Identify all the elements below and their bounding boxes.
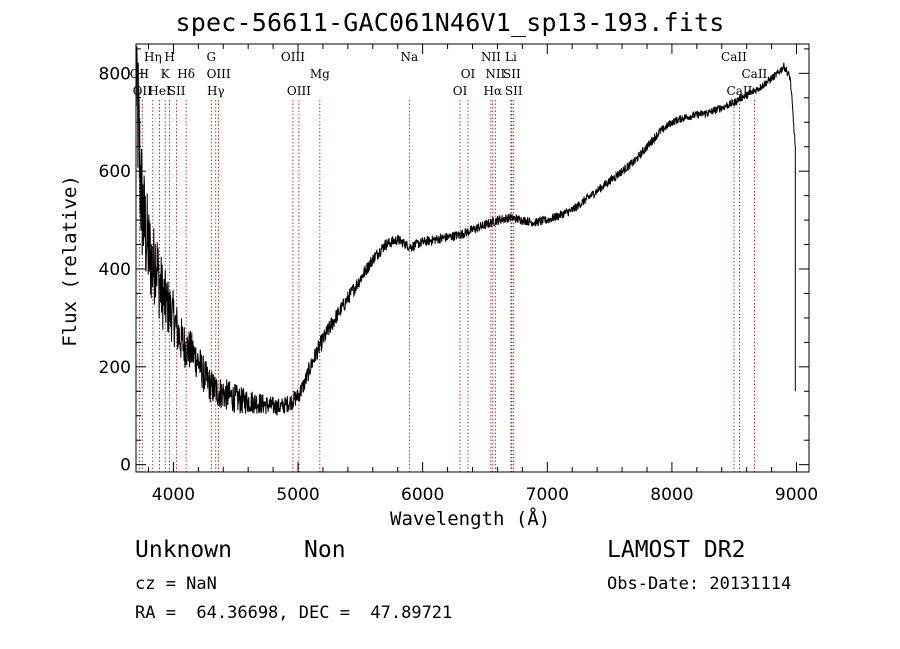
- x-tick-label: 4000: [152, 485, 195, 505]
- x-tick-label: 7000: [526, 485, 569, 505]
- spectral-line-label: Mg: [310, 67, 330, 81]
- spectral-line-label: Hγ: [207, 84, 225, 98]
- spectral-line-label: CaII: [721, 50, 747, 64]
- spectral-line-label: OI: [461, 67, 476, 81]
- plot-frame: [135, 43, 810, 473]
- x-tick-label: 9000: [775, 485, 818, 505]
- object-class: Unknown: [135, 537, 232, 563]
- spectral-line-label: Hδ: [177, 67, 195, 81]
- spectral-line-label: Hα: [484, 84, 503, 98]
- x-tick-label: 5000: [276, 485, 319, 505]
- y-tick-label: 0: [120, 456, 131, 476]
- ra-dec-coordinates: RA = 64.36698, DEC = 47.89721: [135, 603, 453, 623]
- object-subclass: Non: [304, 537, 346, 563]
- spectral-line-label: Na: [400, 50, 418, 64]
- spectral-line-label: G: [206, 50, 216, 64]
- spectral-line-labels: OIIOIIHηHeIKHSIIHδGHγOIIIOIIIOIIIMgNaOIO…: [130, 50, 768, 98]
- spectral-line-label: OIII: [287, 84, 311, 98]
- spectral-line-label: OIII: [281, 50, 305, 64]
- redshift-cz: cz = NaN: [135, 574, 217, 594]
- spectral-line-label: OIII: [207, 67, 231, 81]
- y-tick-label: 600: [99, 162, 131, 182]
- spectral-line-label: H: [164, 50, 174, 64]
- spectral-line-label: K: [161, 67, 171, 81]
- y-tick-label: 200: [99, 358, 131, 378]
- x-tick-label: 6000: [401, 485, 444, 505]
- spectral-line-label: SII: [503, 67, 521, 81]
- spectral-line-label: NII: [481, 50, 501, 64]
- y-axis-label: Flux (relative): [59, 175, 81, 347]
- x-tick-label: 8000: [650, 485, 693, 505]
- spectral-line-label: NII: [485, 67, 505, 81]
- spectral-line-label: SII: [168, 84, 186, 98]
- x-axis-label: Wavelength (Å): [390, 508, 551, 530]
- y-tick-label: 400: [99, 260, 131, 280]
- spectral-line-label: Li: [505, 50, 517, 64]
- spectral-line-label: OI: [453, 84, 468, 98]
- spectrum-series-line: [135, 46, 796, 416]
- spectral-line-markers: [138, 100, 755, 472]
- y-tick-label: 800: [99, 64, 131, 84]
- spectral-line-label: SII: [505, 84, 523, 98]
- spectral-line-label: CaII: [741, 67, 767, 81]
- chart-title: spec-56611-GAC061N46V1_sp13-193.fits: [175, 8, 725, 37]
- spectral-line-label: Hη: [144, 50, 162, 64]
- spectral-line-label: OII: [130, 67, 150, 81]
- survey-name: LAMOST DR2: [607, 537, 746, 563]
- observation-date: Obs-Date: 20131114: [607, 574, 792, 594]
- axes-ticks: 4000 5000 6000 7000 8000 9000 0 200 400 600 800: [99, 44, 818, 505]
- spectral-line-label: HeI: [148, 84, 171, 98]
